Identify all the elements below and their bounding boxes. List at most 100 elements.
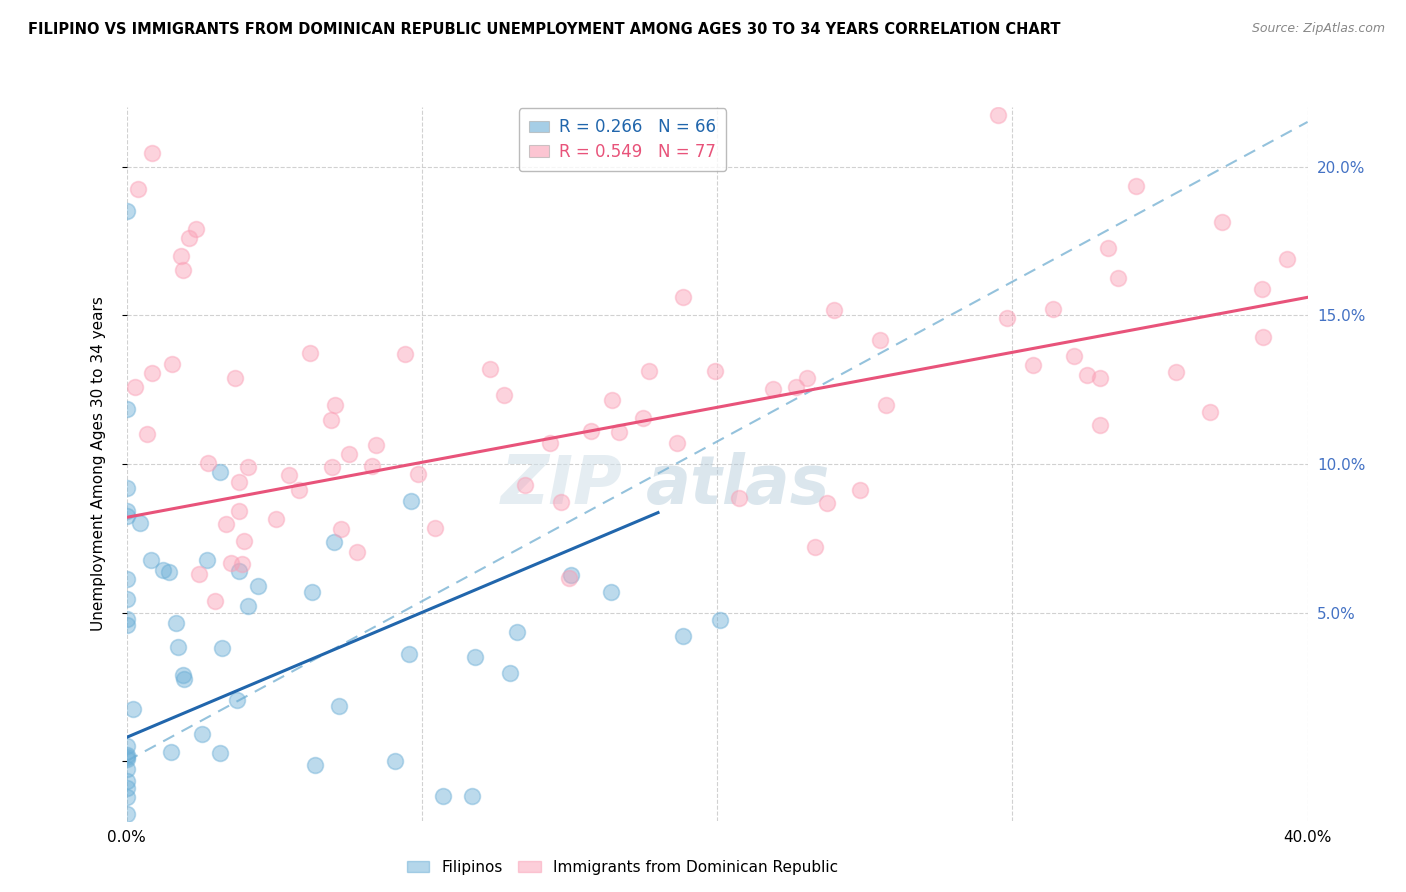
Point	[464, 649, 486, 664]
Point	[266, 512, 288, 526]
Point	[319, 413, 342, 427]
Text: atlas: atlas	[647, 452, 831, 518]
Point	[558, 571, 581, 585]
Point	[115, 829, 138, 843]
Point	[337, 447, 360, 461]
Point	[704, 364, 727, 378]
Point	[796, 371, 818, 385]
Point	[1076, 368, 1098, 383]
Point	[115, 591, 138, 606]
Point	[384, 755, 406, 769]
Point	[1107, 271, 1129, 285]
Point	[823, 303, 845, 318]
Point	[115, 807, 138, 822]
Point	[184, 222, 207, 236]
Point	[152, 829, 174, 843]
Point	[211, 641, 233, 656]
Point	[599, 585, 621, 599]
Point	[1250, 282, 1272, 296]
Point	[188, 566, 211, 581]
Point	[550, 494, 572, 508]
Point	[218, 829, 240, 843]
Point	[1022, 358, 1045, 372]
Text: ZIP: ZIP	[501, 452, 623, 518]
Point	[172, 263, 194, 277]
Point	[1088, 371, 1111, 385]
Point	[115, 774, 138, 789]
Point	[728, 491, 751, 505]
Point	[115, 618, 138, 632]
Point	[288, 483, 311, 497]
Point	[1275, 252, 1298, 266]
Point	[228, 475, 250, 489]
Point	[499, 666, 522, 681]
Point	[236, 459, 259, 474]
Point	[115, 749, 138, 764]
Point	[785, 380, 807, 394]
Point	[115, 829, 138, 843]
Point	[849, 483, 872, 497]
Point	[478, 362, 501, 376]
Point	[165, 616, 187, 631]
Point	[1125, 179, 1147, 194]
Point	[366, 438, 388, 452]
Point	[225, 693, 247, 707]
Point	[124, 380, 146, 394]
Point	[494, 388, 516, 402]
Point	[815, 496, 838, 510]
Point	[304, 757, 326, 772]
Point	[236, 599, 259, 613]
Point	[115, 503, 138, 517]
Point	[631, 410, 654, 425]
Point	[128, 516, 150, 531]
Point	[278, 468, 301, 483]
Point	[406, 467, 429, 482]
Point	[115, 572, 138, 586]
Point	[170, 249, 193, 263]
Point	[803, 541, 825, 555]
Point	[228, 504, 250, 518]
Point	[328, 699, 350, 714]
Point	[1199, 405, 1222, 419]
Point	[869, 333, 891, 347]
Point	[987, 107, 1010, 121]
Point	[115, 747, 138, 762]
Point	[120, 829, 142, 843]
Point	[167, 640, 190, 654]
Point	[1063, 349, 1085, 363]
Point	[115, 508, 138, 523]
Point	[115, 481, 138, 495]
Point	[177, 230, 200, 244]
Point	[323, 398, 346, 412]
Point	[361, 458, 384, 473]
Point	[762, 382, 785, 396]
Point	[346, 545, 368, 559]
Point	[538, 436, 561, 450]
Point	[329, 522, 352, 536]
Point	[709, 613, 731, 627]
Point	[301, 584, 323, 599]
Point	[231, 557, 253, 571]
Point	[157, 565, 180, 579]
Point	[432, 789, 454, 804]
Point	[139, 553, 162, 567]
Point	[1088, 418, 1111, 433]
Point	[208, 465, 231, 479]
Point	[461, 789, 484, 803]
Point	[115, 762, 138, 776]
Point	[298, 346, 321, 360]
Point	[115, 829, 138, 843]
Point	[321, 459, 343, 474]
Point	[560, 567, 582, 582]
Point	[173, 672, 195, 686]
Point	[423, 521, 446, 535]
Point	[394, 347, 416, 361]
Point	[398, 647, 420, 661]
Point	[115, 780, 138, 795]
Point	[172, 668, 194, 682]
Legend: Filipinos, Immigrants from Dominican Republic: Filipinos, Immigrants from Dominican Rep…	[401, 854, 845, 880]
Point	[637, 364, 659, 378]
Point	[115, 402, 138, 417]
Point	[579, 424, 602, 438]
Point	[115, 739, 138, 754]
